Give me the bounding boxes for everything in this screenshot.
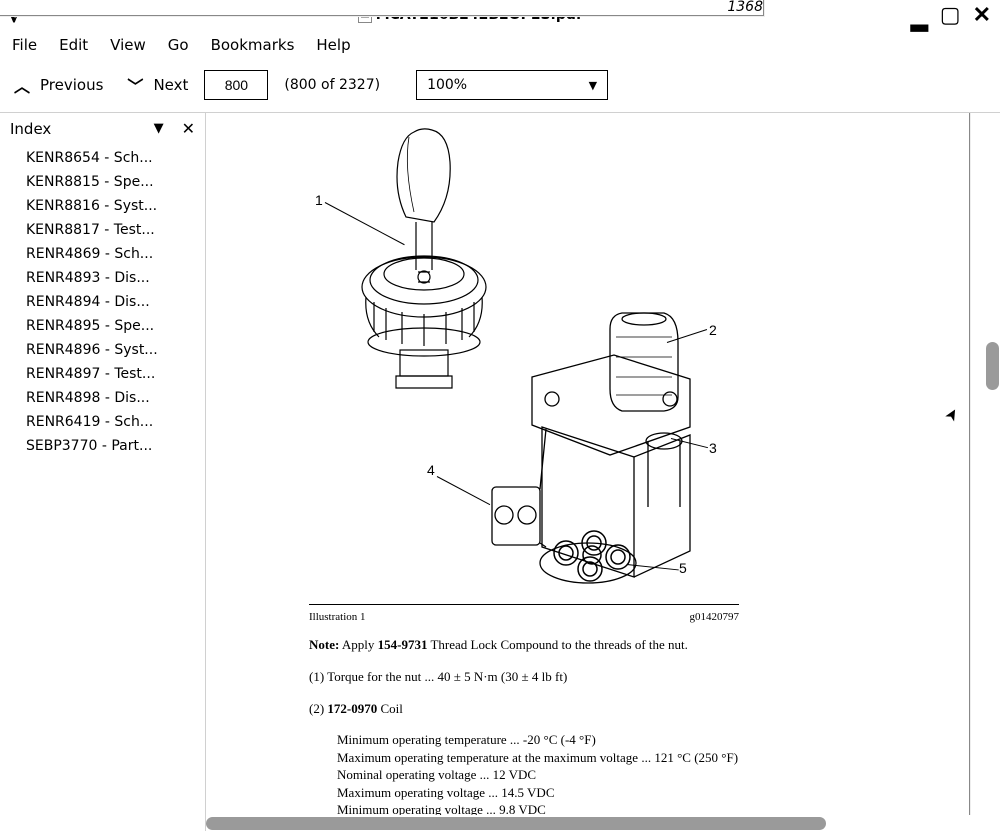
index-item[interactable]: RENR4896 - Syst...853 [6,338,199,362]
index-item[interactable]: KENR8815 - Spe...51 [6,170,199,194]
index-list: KENR8654 - Sch...2KENR8815 - Spe...51KEN… [0,144,205,460]
index-item-label: RENR4895 - Spe... [26,318,154,334]
index-item-label: RENR4897 - Test... [26,366,155,382]
spec-detail-line: Maximum operating voltage ... 14.5 VDC [337,784,869,802]
page-count: (800 of 2327) [284,77,380,93]
index-item-label: RENR4898 - Dis... [26,390,150,406]
index-item[interactable]: RENR4894 - Dis...563 [6,290,199,314]
content-area: Index ▼ ✕ KENR8654 - Sch...2KENR8815 - S… [0,112,1000,831]
vertical-scroll-thumb[interactable] [986,342,999,390]
menubar: File Edit View Go Bookmarks Help [0,30,1000,60]
sidebar: Index ▼ ✕ KENR8654 - Sch...2KENR8815 - S… [0,113,206,831]
document-scroll: 1 2 3 4 5 Illustration 1 g01420797 [206,113,1000,831]
chevron-up-icon: ︿ [14,73,30,97]
spec-2-details: Minimum operating temperature ... -20 °C… [337,731,869,819]
index-item[interactable]: RENR4898 - Dis...1091 [6,386,199,410]
zoom-select[interactable]: 100% ▼ [416,70,608,100]
next-label: Next [153,76,188,94]
chevron-down-icon: ▼ [589,79,597,92]
index-item-label: KENR8817 - Test... [26,222,155,238]
close-button[interactable]: ✕ [970,4,994,26]
menu-file[interactable]: File [12,36,37,54]
spec-1: (1) Torque for the nut ... 40 ± 5 N·m (3… [309,669,869,685]
caption-left: Illustration 1 [309,611,366,623]
index-item[interactable]: RENR4893 - Dis...450 [6,266,199,290]
menu-go[interactable]: Go [168,36,189,54]
prev-label: Previous [40,76,103,94]
index-item[interactable]: RENR4869 - Sch...415 [6,242,199,266]
index-item[interactable]: KENR8816 - Syst...179 [6,194,199,218]
horizontal-scrollbar[interactable] [206,815,984,831]
callout-3: 3 [709,440,717,456]
minimize-button[interactable]: ▂ [908,8,931,30]
chevron-down-icon: ﹀ [127,73,143,97]
callout-4: 4 [427,462,435,478]
note-bold: Note: [309,637,339,652]
note-line: Note: Apply 154-9731 Thread Lock Compoun… [309,637,869,653]
sidebar-header: Index ▼ ✕ [0,113,205,144]
menu-edit[interactable]: Edit [59,36,88,54]
note-text: Apply [339,637,377,652]
part-number: 154-9731 [378,637,428,652]
index-item-label: KENR8815 - Spe... [26,174,154,190]
note-text2: Thread Lock Compound to the threads of t… [427,637,687,652]
index-item-label: SEBP3770 - Part... [26,438,152,454]
spec-detail-line: Nominal operating voltage ... 12 VDC [337,766,869,784]
callout-1: 1 [315,192,323,208]
spec-detail-line: Minimum operating temperature ... -20 °C… [337,731,869,749]
toolbar: ︿ Previous ﹀ Next (800 of 2327) 100% ▼ [0,60,1000,112]
index-item-label: KENR8654 - Sch... [26,150,153,166]
caption-right: g01420797 [690,611,740,623]
maximize-button[interactable]: ▢ [937,4,964,26]
index-item[interactable]: RENR4897 - Test...978 [6,362,199,386]
menu-help[interactable]: Help [316,36,350,54]
spec-detail-line: Maximum operating temperature at the max… [337,749,869,767]
sidebar-close-icon[interactable]: ✕ [182,119,195,138]
index-item[interactable]: RENR4895 - Spe...718 [6,314,199,338]
index-item[interactable]: KENR8654 - Sch...2 [6,146,199,170]
valve-drawing [434,307,754,607]
sidebar-title: Index [10,120,51,138]
menu-bookmarks[interactable]: Bookmarks [211,36,295,54]
spec2-suffix: Coil [377,701,403,716]
index-item-label: RENR4894 - Dis... [26,294,150,310]
sidebar-dropdown-icon[interactable]: ▼ [154,121,164,136]
illustration: 1 2 3 4 5 [309,122,749,602]
index-item[interactable]: RENR6419 - Sch...1321 [6,410,199,434]
index-item-label: RENR4893 - Dis... [26,270,150,286]
spec2-prefix: (2) [309,701,327,716]
index-item-label: RENR4896 - Syst... [26,342,158,358]
part-number: 172-0970 [327,701,377,716]
callout-2: 2 [709,322,717,338]
horizontal-scroll-thumb[interactable] [206,817,826,830]
nav-previous[interactable]: ︿ Previous [14,73,103,97]
zoom-value: 100% [427,77,467,93]
page-number-input[interactable] [204,70,268,100]
index-item[interactable]: KENR8817 - Test...304 [6,218,199,242]
vertical-scrollbar[interactable] [984,113,1000,816]
index-item-label: RENR6419 - Sch... [26,414,153,430]
page-content: 1 2 3 4 5 Illustration 1 g01420797 [206,113,969,831]
menu-view[interactable]: View [110,36,146,54]
pdf-page: 1 2 3 4 5 Illustration 1 g01420797 [206,113,970,831]
index-item-label: KENR8816 - Syst... [26,198,157,214]
document-viewport[interactable]: 1 2 3 4 5 Illustration 1 g01420797 [206,113,1000,831]
index-item-label: RENR4869 - Sch... [26,246,153,262]
callout-5: 5 [679,560,687,576]
window-controls: ▂ ▢ ✕ [908,4,994,26]
spec-2: (2) 172-0970 Coil [309,701,869,717]
index-item[interactable]: SEBP3770 - Part...1368 [6,434,199,458]
nav-next[interactable]: ﹀ Next [127,73,188,97]
